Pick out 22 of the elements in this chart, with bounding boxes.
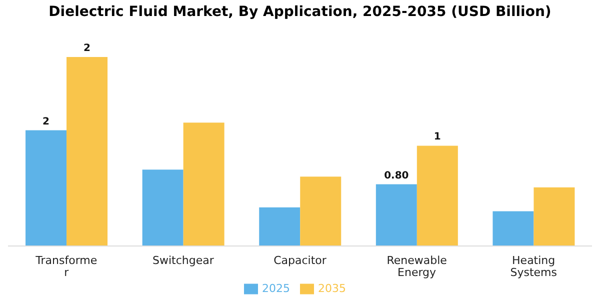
bar [26, 130, 67, 246]
chart-title: Dielectric Fluid Market, By Application, 2025-2035 (USD Billion) [48, 4, 552, 20]
bar [492, 211, 534, 246]
data-label: 0.80 [384, 170, 409, 182]
bar [300, 176, 342, 246]
data-label: 2 [84, 43, 91, 54]
bar [376, 184, 417, 246]
x-tick-label: Switchgear [152, 254, 214, 267]
bar [66, 57, 108, 246]
x-tick-label: Renewable Energy [386, 254, 448, 279]
bar [534, 187, 575, 246]
x-tick-label: Transformer [34, 254, 98, 279]
data-label: 2 [42, 116, 50, 128]
bar [183, 122, 224, 246]
legend-label: 2025 [262, 282, 290, 296]
bar [259, 207, 300, 246]
x-tick-label: Capacitor [274, 254, 327, 267]
bar [142, 170, 184, 246]
data-label: 1 [434, 132, 441, 143]
bar [416, 146, 458, 246]
legend-label: 2035 [318, 282, 346, 296]
x-tick-label: Heating Systems [510, 254, 558, 279]
